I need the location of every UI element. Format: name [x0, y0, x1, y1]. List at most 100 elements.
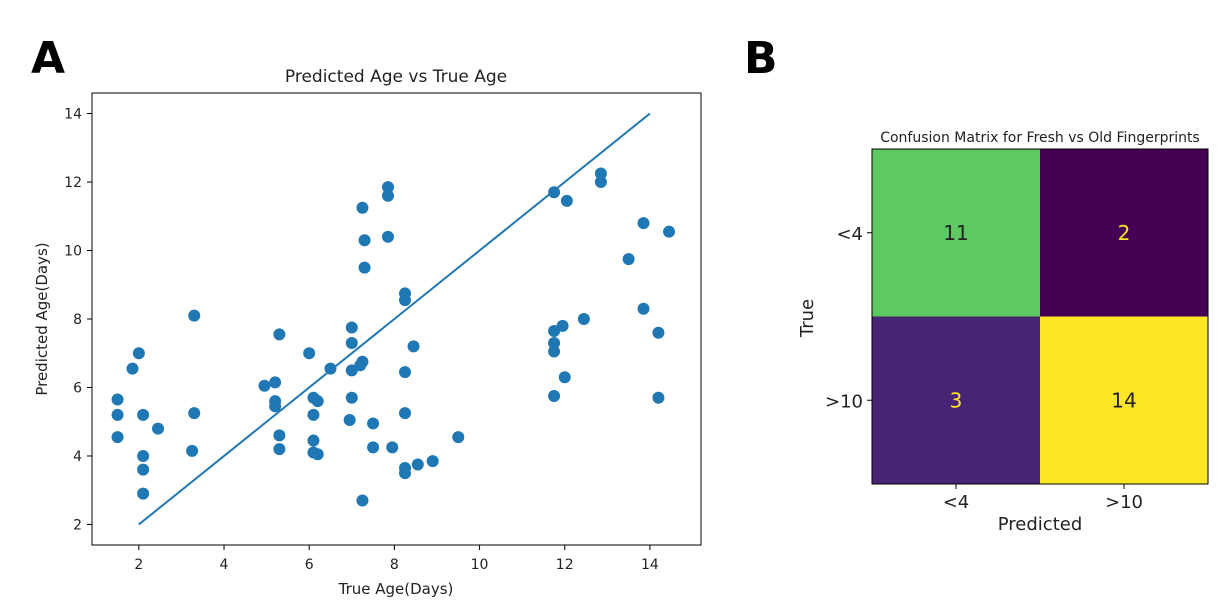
scatter-point	[556, 319, 569, 332]
cm-cell-value: 2	[1118, 221, 1131, 245]
scatter-point	[381, 189, 394, 202]
scatter-point	[356, 201, 369, 214]
y-tick-label: 6	[73, 380, 82, 396]
scatter-ticks: 2 4 6 8 10 12 14 2 4 6 8 10 12 14	[64, 107, 659, 573]
fit-line	[138, 112, 651, 526]
x-tick-label: 4	[220, 557, 229, 573]
scatter-point	[652, 326, 665, 339]
cm-cell	[872, 149, 1040, 317]
scatter-point	[548, 186, 561, 199]
scatter-point	[358, 261, 371, 274]
panel-a-label: A	[31, 33, 65, 84]
scatter-point	[324, 362, 337, 375]
y-tick-label: 12	[64, 175, 82, 191]
cm-cell-value: 3	[950, 388, 963, 412]
scatter-xlabel: True Age(Days)	[338, 580, 454, 598]
x-tick-label: 6	[305, 557, 314, 573]
x-tick-label: 10	[471, 557, 489, 573]
scatter-point	[356, 355, 369, 368]
x-tick-label: 8	[390, 557, 399, 573]
scatter-point	[381, 181, 394, 194]
cm-cell	[1040, 149, 1208, 317]
scatter-point	[345, 336, 358, 349]
cm-frame	[871, 148, 1209, 485]
scatter-point	[111, 393, 124, 406]
scatter-point	[303, 347, 316, 360]
scatter-point	[558, 371, 571, 384]
scatter-point	[126, 362, 139, 375]
cm-x-tick-label: <4	[943, 492, 970, 513]
scatter-point	[269, 376, 282, 389]
y-tick-label: 4	[73, 449, 82, 465]
x-tick-label: 12	[556, 557, 574, 573]
cm-title: Confusion Matrix for Fresh vs Old Finger…	[880, 130, 1200, 146]
scatter-point	[411, 458, 424, 471]
scatter-point	[307, 408, 320, 421]
scatter-point	[311, 395, 324, 408]
scatter-ylabel: Predicted Age(Days)	[33, 242, 51, 395]
scatter-point	[356, 494, 369, 507]
scatter-point	[622, 253, 635, 266]
scatter-point	[367, 417, 380, 430]
scatter-point	[137, 487, 150, 500]
scatter-point	[652, 391, 665, 404]
scatter-point	[273, 429, 286, 442]
scatter-frame	[91, 92, 702, 546]
y-tick-label: 8	[73, 312, 82, 328]
scatter-point	[548, 345, 561, 358]
cm-xlabel: Predicted	[998, 514, 1083, 535]
scatter-point	[452, 431, 465, 444]
scatter-points	[111, 167, 676, 507]
scatter-title: Predicted Age vs True Age	[285, 67, 507, 87]
scatter-point	[307, 434, 320, 447]
confusion-matrix: Confusion Matrix for Fresh vs Old Finger…	[797, 130, 1209, 535]
cm-cell	[1040, 316, 1208, 484]
scatter-point	[426, 455, 439, 468]
cm-ticks: <4 >10 <4 >10	[825, 224, 1143, 513]
cm-y-tick-label: <4	[836, 224, 863, 245]
scatter-point	[188, 309, 201, 322]
scatter-point	[111, 408, 124, 421]
cm-cell	[872, 316, 1040, 484]
x-tick-label: 14	[641, 557, 659, 573]
cm-y-tick-label: >10	[825, 391, 863, 412]
scatter-point	[358, 234, 371, 247]
scatter-point	[663, 225, 676, 238]
scatter-point	[577, 313, 590, 325]
scatter-point	[111, 431, 124, 444]
scatter-point	[548, 390, 561, 403]
y-tick-label: 14	[64, 107, 82, 123]
y-tick-label: 10	[64, 244, 82, 260]
scatter-point	[273, 443, 286, 456]
scatter-point	[399, 294, 412, 307]
scatter-point	[548, 336, 561, 349]
cm-cells: 11 2 3 14	[872, 149, 1208, 484]
cm-x-tick-label: >10	[1105, 492, 1143, 513]
panel-b-label: B	[744, 33, 778, 84]
scatter-point	[258, 379, 271, 392]
scatter-point	[132, 347, 145, 360]
scatter-point	[399, 366, 412, 379]
scatter-point	[137, 449, 150, 462]
scatter-point	[273, 328, 286, 341]
y-tick-label: 2	[73, 517, 82, 533]
scatter-point	[594, 176, 607, 189]
scatter-point	[386, 441, 399, 454]
scatter-point	[311, 448, 324, 461]
cm-cell-value: 14	[1111, 388, 1136, 412]
scatter-point	[345, 391, 358, 404]
x-tick-label: 2	[134, 557, 143, 573]
scatter-point	[186, 444, 199, 457]
cm-cell-value: 11	[943, 221, 968, 245]
scatter-point	[137, 463, 150, 476]
scatter-point	[594, 167, 607, 180]
scatter-point	[269, 400, 282, 413]
scatter-point	[399, 407, 412, 420]
cm-ylabel: True	[797, 299, 818, 338]
scatter-point	[381, 230, 394, 243]
scatter-point	[407, 340, 420, 353]
scatter-point	[188, 407, 201, 420]
scatter-chart: Predicted Age vs True Age 2 4 6 8 10 12 14 2 4 6 8…	[33, 67, 702, 598]
scatter-point	[399, 467, 412, 480]
